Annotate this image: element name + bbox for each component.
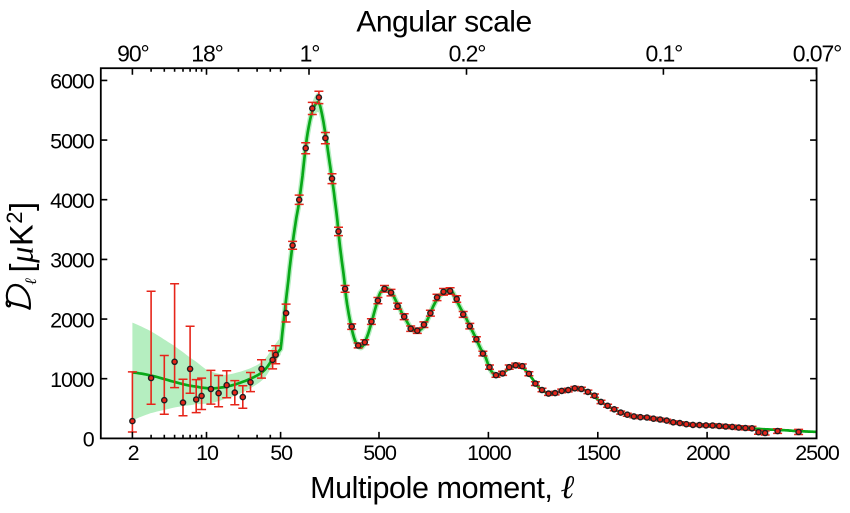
svg-text:50: 50 [270,441,293,465]
svg-text:2500: 2500 [795,441,840,465]
svg-text:500: 500 [363,441,397,465]
svg-text:0: 0 [83,428,95,452]
svg-text:[μK2]: [μK2] [2,201,41,272]
svg-text:0.2°: 0.2° [449,41,486,67]
svg-text:5000: 5000 [50,129,95,153]
svg-text:0.07°: 0.07° [793,41,841,67]
svg-text:3000: 3000 [50,249,95,273]
svg-text:6000: 6000 [50,70,95,94]
svg-text:90°: 90° [117,41,148,67]
svg-text:2000: 2000 [50,308,95,332]
svg-text:1°: 1° [300,41,320,67]
svg-text:4000: 4000 [50,189,95,213]
svg-text:2: 2 [128,441,139,465]
svg-text:10: 10 [196,441,219,465]
svg-text:1000: 1000 [50,368,95,392]
svg-text:ℓ: ℓ [23,278,40,285]
svg-text:1500: 1500 [577,441,622,465]
svg-text:2000: 2000 [686,441,731,465]
svg-text:18°: 18° [191,41,222,67]
svg-text:1000: 1000 [467,441,512,465]
svg-text:0.1°: 0.1° [646,41,683,67]
svg-text:Angular scale: Angular scale [356,6,531,39]
svg-text:Multipole moment, ℓ: Multipole moment, ℓ [310,470,574,506]
